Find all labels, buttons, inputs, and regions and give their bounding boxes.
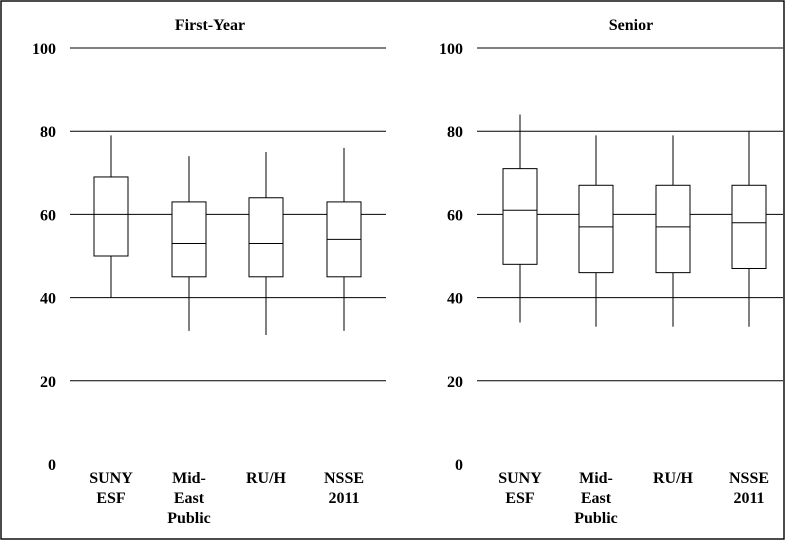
category-label: RU/H <box>246 470 287 487</box>
y-tick-label: 80 <box>40 124 56 141</box>
box <box>731 184 767 269</box>
category-label: Mid- <box>579 470 613 487</box>
y-tick-label: 40 <box>447 291 463 308</box>
category-label: ESF <box>96 490 126 507</box>
box <box>93 176 129 257</box>
y-tick-label: 100 <box>32 41 56 58</box>
category-label: 2011 <box>733 490 764 507</box>
chart-title: Senior <box>609 17 653 34</box>
category-label: 2011 <box>328 490 359 507</box>
y-tick-label: 20 <box>447 374 463 391</box>
y-tick-label: 40 <box>40 291 56 308</box>
category-label: East <box>581 490 612 507</box>
box <box>171 201 207 278</box>
box <box>578 184 614 274</box>
category-label: NSSE <box>324 470 364 487</box>
y-tick-label: 20 <box>40 374 56 391</box>
chart-title: First-Year <box>175 17 245 34</box>
category-label: Public <box>167 510 211 527</box>
y-tick-label: 60 <box>447 207 463 224</box>
box <box>248 197 284 278</box>
y-tick-label: 60 <box>40 207 56 224</box>
box <box>655 184 691 274</box>
category-label: RU/H <box>653 470 694 487</box>
category-label: SUNY <box>498 470 542 487</box>
y-tick-label: 80 <box>447 124 463 141</box>
category-label: NSSE <box>729 470 769 487</box>
y-tick-label: 0 <box>48 457 56 474</box>
y-tick-label: 100 <box>439 41 463 58</box>
y-tick-label: 0 <box>455 457 463 474</box>
category-label: Public <box>574 510 618 527</box>
category-label: Mid- <box>172 470 206 487</box>
category-label: SUNY <box>89 470 133 487</box>
category-label: East <box>174 490 205 507</box>
box <box>502 168 538 265</box>
category-label: ESF <box>505 490 535 507</box>
